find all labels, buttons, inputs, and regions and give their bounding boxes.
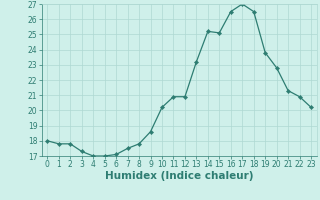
X-axis label: Humidex (Indice chaleur): Humidex (Indice chaleur) (105, 171, 253, 181)
